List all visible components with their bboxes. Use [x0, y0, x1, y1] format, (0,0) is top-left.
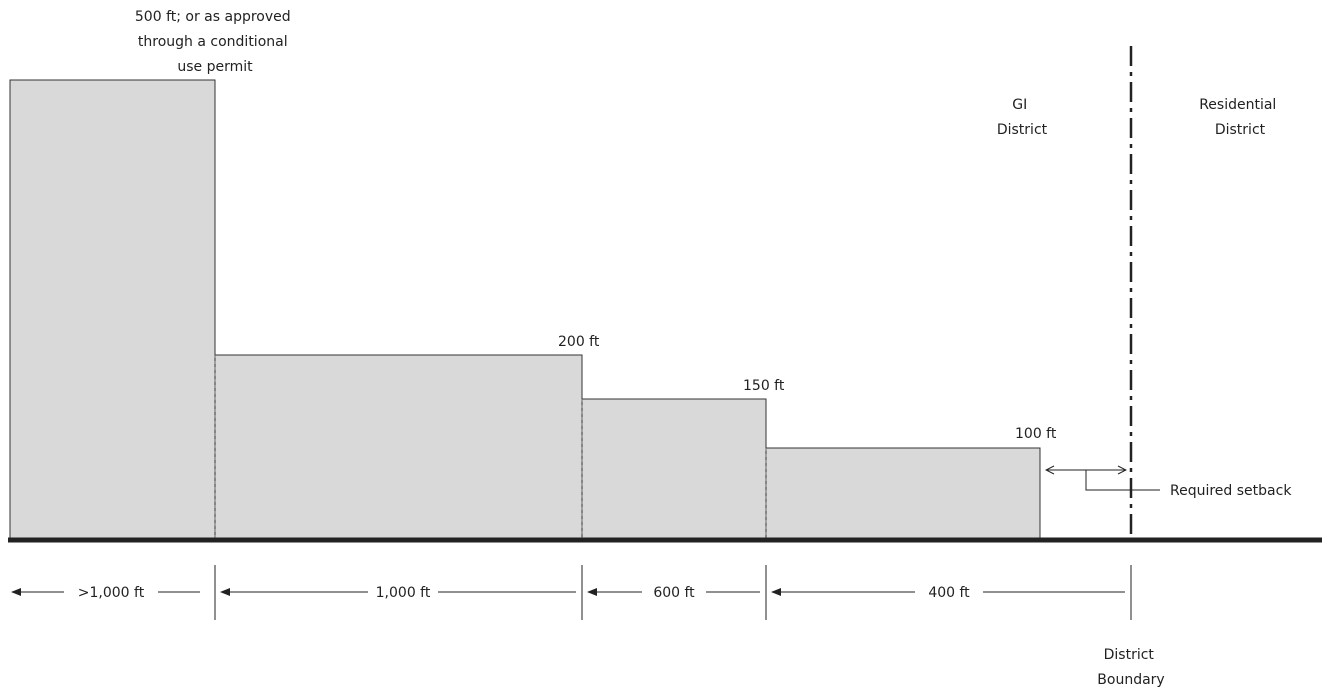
setback-label: Required setback	[1170, 483, 1292, 499]
distance-label-2: 1,000 ft	[376, 585, 431, 601]
district-boundary-label: District Boundary	[1097, 647, 1164, 688]
height-block-1	[9, 79, 216, 540]
setback-leader-line	[1085, 470, 1160, 491]
tier-3-height-label: 150 ft	[743, 378, 785, 394]
distance-label-3: 600 ft	[653, 585, 695, 601]
distance-label-4: 400 ft	[928, 585, 970, 601]
tier-2-height-label: 200 ft	[558, 334, 600, 350]
tier-1-height-label: 500 ft; or as approved through a conditi…	[135, 9, 295, 75]
gi-district-label: GI District	[997, 97, 1048, 138]
height-block-4	[765, 447, 1041, 540]
residential-district-label: Residential District	[1199, 97, 1281, 138]
tier-4-height-label: 100 ft	[1015, 426, 1057, 442]
distance-label-1: >1,000 ft	[78, 585, 145, 601]
height-block-2	[214, 354, 583, 540]
height-block-3	[581, 398, 767, 540]
